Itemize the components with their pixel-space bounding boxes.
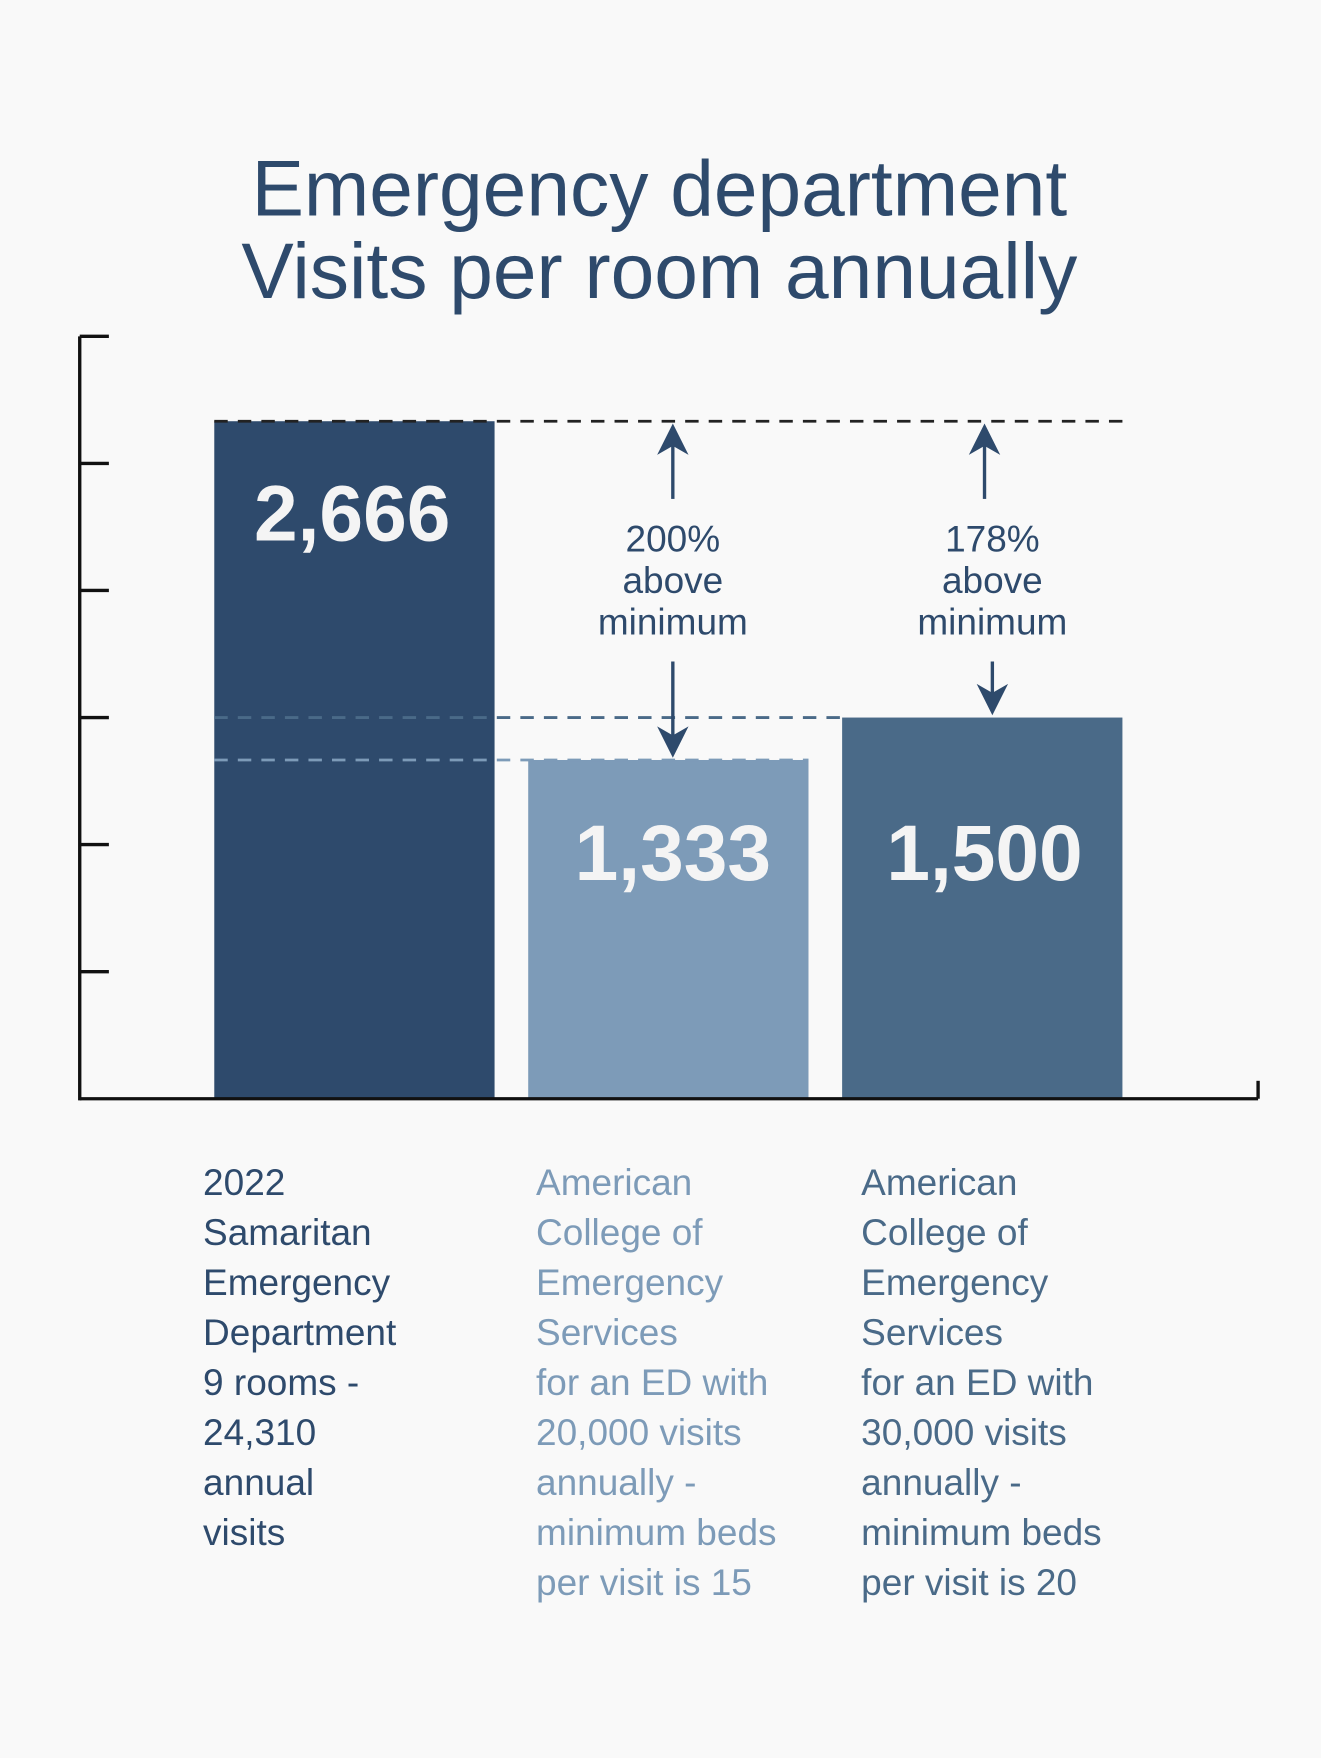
category-label: for an ED with — [861, 1362, 1093, 1403]
category-label: College of — [861, 1212, 1028, 1253]
category-label: American — [861, 1162, 1017, 1203]
category-label: per visit is 15 — [536, 1562, 752, 1603]
annotation-text: 200% — [626, 519, 721, 560]
chart-title-line-2: Visits per room annually — [241, 227, 1078, 315]
bar — [842, 717, 1123, 1099]
arrowhead-down-icon — [657, 726, 689, 758]
category-label: for an ED with — [536, 1362, 768, 1403]
category-label: minimum beds — [861, 1512, 1101, 1553]
annotation-text: above — [622, 560, 723, 601]
annotation-text: minimum — [598, 602, 748, 643]
annotation-text: minimum — [917, 602, 1067, 643]
arrowhead-up-icon — [657, 423, 689, 455]
arrowhead-down-icon — [976, 683, 1009, 716]
category-label: Services — [861, 1312, 1003, 1353]
category-label: American — [536, 1162, 692, 1203]
data-label: 1,333 — [575, 809, 771, 897]
category-label: Emergency — [536, 1262, 724, 1303]
data-label: 2,666 — [254, 469, 450, 557]
category-label: annually - — [861, 1462, 1021, 1503]
annotation-text: 178% — [945, 519, 1040, 560]
category-label: minimum beds — [536, 1512, 776, 1553]
category-label: Department — [203, 1312, 396, 1353]
category-label: per visit is 20 — [861, 1562, 1077, 1603]
category-label: 20,000 visits — [536, 1412, 742, 1453]
category-label: Emergency — [203, 1262, 391, 1303]
category-label: College of — [536, 1212, 703, 1253]
category-label: annually - — [536, 1462, 696, 1503]
bar — [214, 421, 495, 1099]
category-label: Samaritan — [203, 1212, 372, 1253]
category-label: 30,000 visits — [861, 1412, 1067, 1453]
category-label: annual — [203, 1462, 314, 1503]
category-label: visits — [203, 1512, 285, 1553]
category-label: 2022 — [203, 1162, 285, 1203]
category-label: 9 rooms - — [203, 1362, 359, 1403]
category-label: 24,310 — [203, 1412, 316, 1453]
category-label: Emergency — [861, 1262, 1049, 1303]
chart-title-line-1: Emergency department — [252, 144, 1068, 232]
data-label: 1,500 — [886, 809, 1082, 897]
category-label: Services — [536, 1312, 678, 1353]
bar — [528, 759, 809, 1099]
arrowhead-up-icon — [968, 423, 1001, 455]
annotation-text: above — [942, 560, 1043, 601]
